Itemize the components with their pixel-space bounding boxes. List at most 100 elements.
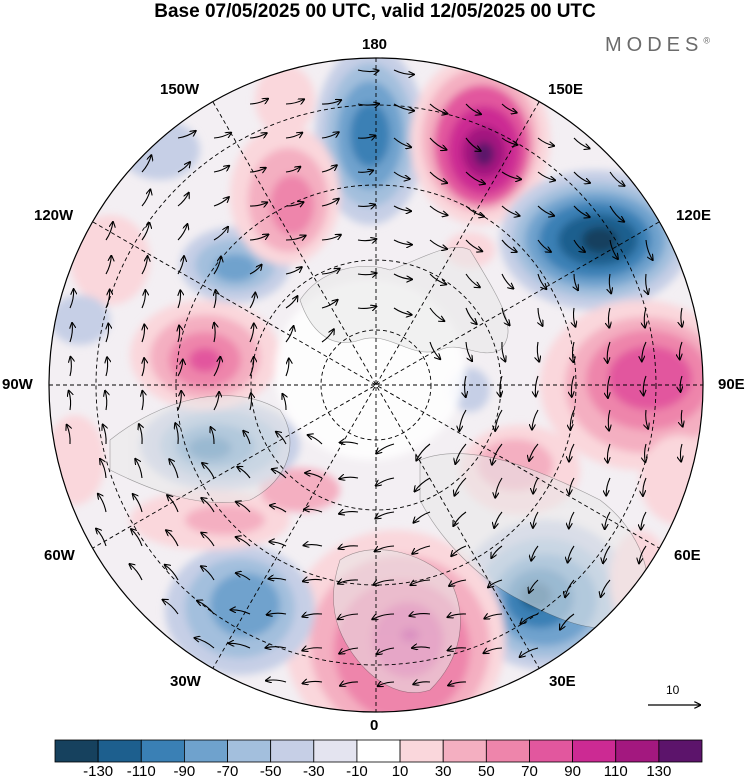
wind-vector (416, 443, 431, 460)
colorbar-swatch (97, 739, 142, 763)
wind-vector (338, 613, 359, 619)
wind-vector (96, 529, 107, 547)
wind-vector (607, 341, 610, 363)
wind-vector (429, 239, 447, 249)
wind-vector (429, 341, 440, 359)
wind-vector (520, 647, 539, 657)
wind-vector (285, 326, 294, 343)
wind-vector (249, 357, 254, 377)
wind-vector (410, 614, 431, 616)
wind-vector (680, 375, 682, 392)
wind-vector (533, 477, 539, 494)
wind-vector (376, 443, 395, 453)
lon-label-90E: 90E (718, 376, 745, 393)
lon-label-150E: 150E (548, 81, 584, 98)
wind-vector (574, 273, 578, 290)
colorbar-tick-label: -50 (259, 763, 282, 780)
colorbar-swatch (183, 739, 228, 763)
wind-vector (321, 269, 340, 275)
wind-vector (202, 463, 215, 479)
wind-vector (393, 307, 412, 315)
wind-vector (451, 545, 467, 556)
colorbar-swatch (615, 739, 660, 763)
anomaly-center-120E (500, 170, 690, 310)
wind-vector (429, 171, 447, 183)
wind-vector (272, 469, 287, 479)
wind-vector (569, 511, 575, 528)
wind-vector (538, 307, 543, 326)
wind-vector (177, 256, 184, 275)
wind-vector (484, 614, 503, 619)
lon-label-30W: 30W (170, 673, 201, 690)
wind-vector (533, 511, 539, 528)
wind-vector (644, 307, 646, 328)
wind-vector (339, 647, 359, 654)
wind-vector (69, 289, 74, 309)
colorbar-tick-label: -70 (216, 763, 239, 780)
wind-vector (270, 506, 287, 513)
wind-vector (286, 359, 289, 377)
wind-vector (459, 409, 467, 431)
wind-vector (411, 579, 431, 585)
wind-vector (249, 168, 266, 172)
wind-vector (393, 103, 414, 111)
map-disc (49, 58, 703, 712)
wind-vector (412, 545, 431, 554)
wind-vector (608, 409, 610, 431)
colorbar-tick-label: -110 (126, 763, 156, 780)
wind-vector (393, 239, 412, 245)
wind-vector (607, 443, 610, 463)
meridian-120W-60E (92, 221, 660, 549)
wind-vector (413, 682, 431, 684)
wind-vector (67, 425, 70, 445)
lon-label-60W: 60W (44, 547, 75, 564)
wind-vector (283, 394, 287, 411)
wind-vector (529, 443, 539, 461)
colorbar-swatch (227, 739, 272, 763)
wind-vector (453, 511, 467, 526)
wind-vector (465, 239, 482, 251)
wind-vector (308, 435, 323, 445)
wind-vector (609, 273, 611, 293)
lon-label-0: 0 (370, 717, 379, 734)
colorbar-tick-label: -30 (302, 763, 325, 780)
wind-vector (285, 167, 300, 172)
wind-vector (465, 171, 485, 184)
wind-vector (501, 137, 517, 145)
wind-vector (357, 104, 379, 105)
wind-vector (374, 580, 395, 585)
colorbar-swatch (356, 739, 401, 763)
wind-vector (266, 647, 287, 648)
wind-vector (303, 681, 323, 683)
wind-vector (105, 391, 107, 411)
wind-vector (537, 341, 539, 362)
wind-vector (573, 205, 590, 217)
wind-vector (642, 341, 647, 361)
wind-vector (201, 498, 215, 513)
wind-vector (201, 566, 215, 581)
wind-vector (500, 375, 502, 397)
wind-vector (570, 409, 575, 430)
wind-vector (139, 424, 142, 445)
lon-label-180: 180 (362, 36, 388, 53)
wind-vector (142, 391, 143, 411)
wind-vector (169, 459, 179, 479)
wind-vector (175, 423, 178, 445)
wind-vector (465, 307, 477, 324)
wind-vector (605, 511, 611, 529)
wind-vector (412, 647, 431, 648)
wind-vector (521, 613, 539, 624)
wind-vector (321, 300, 338, 309)
colorbar-tick-label: 110 (603, 763, 628, 780)
wind-vector (377, 647, 395, 654)
wind-vectors (67, 70, 683, 686)
wind-vector (167, 495, 179, 513)
wind-vector (106, 357, 108, 377)
wind-vector (178, 290, 181, 309)
anomaly-center-150W (230, 125, 340, 265)
wind-vector (98, 494, 107, 513)
wind-vector (177, 391, 181, 411)
wind-vector (449, 579, 467, 586)
wind-vector (213, 133, 231, 139)
